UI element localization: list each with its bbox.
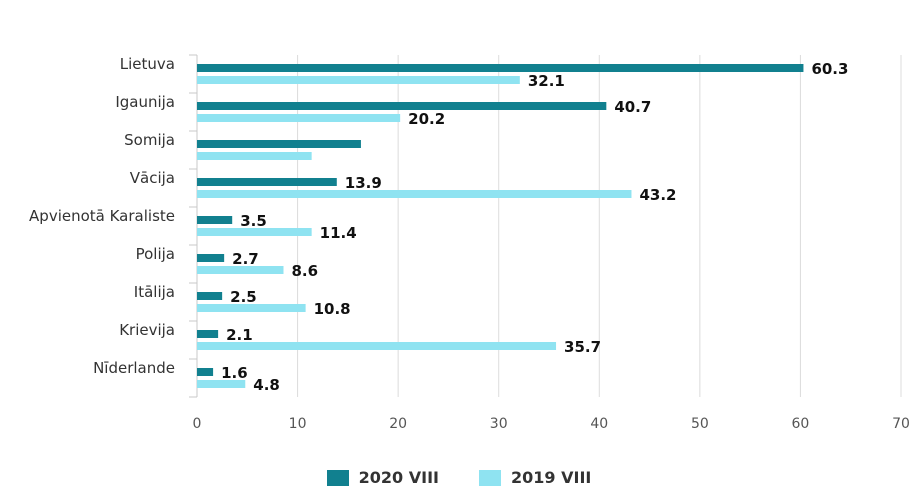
data-label: 3.5 [240,212,267,230]
x-tick-label: 0 [193,416,202,432]
bar-series-1 [197,102,607,110]
data-label: 4.8 [253,376,280,394]
x-tick-label: 10 [289,416,307,432]
bar-series-2 [197,304,306,312]
legend-label-series-1: 2020 VIII [358,468,439,487]
category-label: Somija [124,131,175,149]
data-label: 1.6 [221,364,248,382]
bar-series-2 [197,228,312,236]
bars [197,64,804,388]
category-label: Vācija [130,169,175,187]
bar-series-2 [197,114,401,122]
legend: 2020 VIII 2019 VIII [0,468,918,487]
data-label: 35.7 [564,338,601,356]
bar-series-1 [197,178,337,186]
data-label: 2.7 [232,250,259,268]
x-tick-label: 30 [490,416,508,432]
data-label: 11.4 [320,224,357,242]
category-label: Krievija [119,321,175,339]
data-label: 10.8 [314,300,351,318]
data-label: 40.7 [614,98,651,116]
data-label: 8.6 [291,262,318,280]
bar-series-1 [197,292,223,300]
category-label: Lietuva [120,55,175,73]
category-label: Igaunija [115,93,175,111]
x-tick-label: 40 [590,416,608,432]
bar-series-1 [197,216,233,224]
data-label: 32.1 [528,72,565,90]
bar-series-1 [197,330,219,338]
axes [189,54,198,398]
data-label: 43.2 [639,186,676,204]
grid-lines [297,55,902,397]
legend-label-series-2: 2019 VIII [511,468,592,487]
bar-series-2 [197,342,557,350]
legend-swatch-series-2 [479,469,501,486]
category-label: Polija [136,245,175,263]
data-labels: 60.3 32.1 40.7 20.2 13.9 43.2 3.5 11.4 2.7 8.6 2.5… [221,60,848,394]
category-label: Apvienotā Karaliste [29,207,175,225]
x-tick-label: 70 [892,416,910,432]
bar-series-2 [197,76,520,84]
data-label: 60.3 [811,60,848,78]
bar-series-1 [197,254,225,262]
bar-series-2 [197,266,284,274]
legend-item-series-1[interactable]: 2020 VIII [326,468,439,487]
category-labels: Lietuva Igaunija Somija Vācija Apvienotā Kar… [29,55,175,377]
bar-series-2 [197,190,632,198]
bar-series-2 [197,152,312,160]
bar-series-1 [197,140,361,148]
bar-series-1 [197,64,804,72]
data-label: 2.5 [230,288,257,306]
x-tick-label: 20 [389,416,407,432]
category-label: Nīderlande [93,359,175,377]
bar-series-2 [197,380,246,388]
bar-chart: 60.3 32.1 40.7 20.2 13.9 43.2 3.5 11.4 2.7 8.6 2.5… [29,54,910,432]
legend-swatch-series-1 [326,469,349,486]
data-label: 13.9 [345,174,382,192]
bar-series-1 [197,368,214,376]
legend-item-series-2[interactable]: 2019 VIII [479,468,591,487]
x-tick-label: 50 [691,416,709,432]
x-tick-label: 60 [792,416,810,432]
data-label: 20.2 [408,110,445,128]
x-tick-labels: 0 10 20 30 40 50 60 70 [193,416,910,432]
data-label: 2.1 [226,326,253,344]
category-label: Itālija [134,283,175,301]
